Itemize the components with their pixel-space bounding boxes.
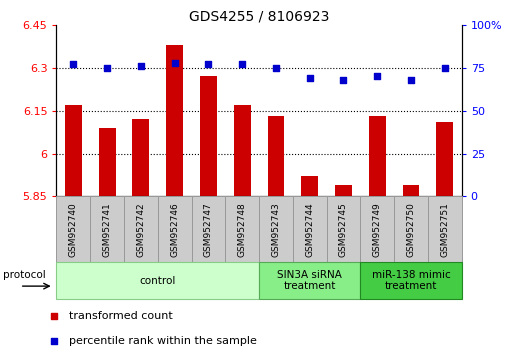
Point [272,65,280,70]
Point [103,65,111,70]
Point [407,77,415,82]
Bar [166,45,183,196]
Bar [301,176,318,196]
Bar [90,196,124,262]
Text: transformed count: transformed count [69,311,173,321]
Bar [335,185,352,196]
Title: GDS4255 / 8106923: GDS4255 / 8106923 [189,10,329,24]
Bar [403,185,420,196]
Point [373,74,381,79]
Bar [157,196,191,262]
Bar [98,128,115,196]
Text: percentile rank within the sample: percentile rank within the sample [69,336,257,346]
Text: SIN3A siRNA
treatment: SIN3A siRNA treatment [278,270,342,291]
Bar [293,196,327,262]
Point [340,77,348,82]
Text: GSM952746: GSM952746 [170,202,179,257]
Bar [132,119,149,196]
Point [137,63,145,69]
Bar [56,196,90,262]
Bar [369,116,386,196]
Text: GSM952740: GSM952740 [69,202,78,257]
Bar [259,196,293,262]
Bar [225,196,259,262]
Bar [56,262,259,299]
Text: control: control [140,275,176,286]
Bar [200,76,217,196]
Bar [259,262,360,299]
Bar [65,105,82,196]
Text: GSM952747: GSM952747 [204,202,213,257]
Bar [437,122,453,196]
Text: GSM952744: GSM952744 [305,202,314,257]
Bar [428,196,462,262]
Text: GSM952741: GSM952741 [103,202,112,257]
Bar [267,116,284,196]
Point [238,62,246,67]
Text: GSM952743: GSM952743 [271,202,281,257]
Text: GSM952745: GSM952745 [339,202,348,257]
Text: GSM952750: GSM952750 [406,202,416,257]
Text: protocol: protocol [3,270,46,280]
Point [170,60,179,65]
Text: GSM952748: GSM952748 [238,202,247,257]
Bar [191,196,225,262]
Bar [124,196,158,262]
Point [50,313,58,319]
Point [441,65,449,70]
Text: GSM952749: GSM952749 [373,202,382,257]
Bar [360,196,394,262]
Bar [394,196,428,262]
Bar [327,196,360,262]
Point [204,62,212,67]
Text: miR-138 mimic
treatment: miR-138 mimic treatment [371,270,450,291]
Bar [360,262,462,299]
Text: GSM952751: GSM952751 [440,202,449,257]
Point [69,62,77,67]
Bar [234,105,251,196]
Text: GSM952742: GSM952742 [136,202,145,257]
Point [306,75,314,81]
Point [50,338,58,343]
